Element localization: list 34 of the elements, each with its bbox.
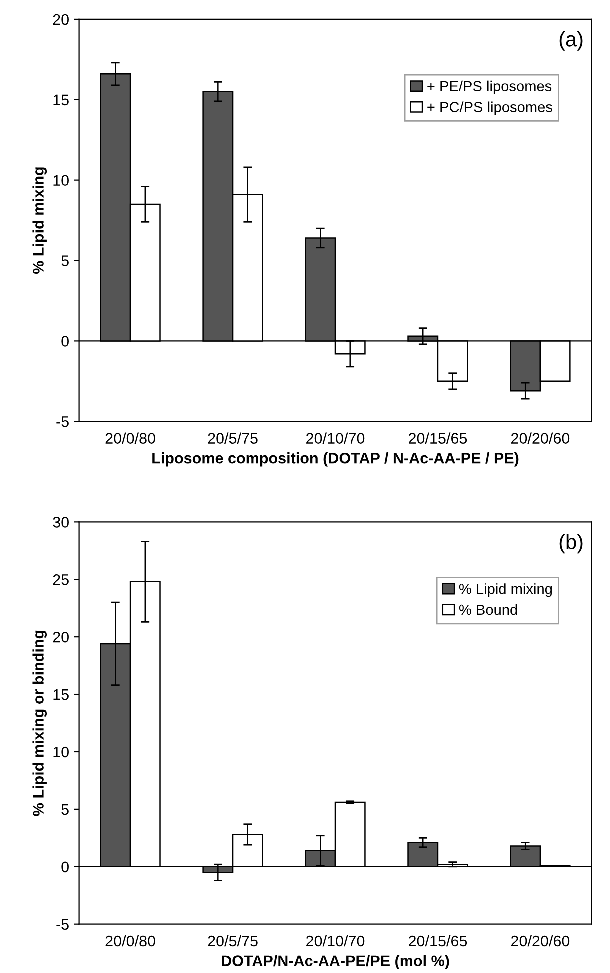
legend-label: % Bound	[459, 604, 518, 616]
y-tick-label: 10	[54, 746, 69, 758]
x-tick-label: 20/5/75	[208, 432, 258, 444]
x-axis-title: Liposome composition (DOTAP / N-Ac-AA-PE / PE)	[152, 452, 519, 467]
x-tick-label: 20/15/65	[409, 432, 468, 444]
annotation: (a)	[560, 32, 583, 51]
x-axis-title: DOTAP/N-Ac-AA-PE/PE (mol %)	[222, 955, 450, 970]
y-tick-label: 30	[53, 517, 69, 528]
legend-label: + PC/PS liposomes	[428, 102, 552, 116]
annotation: (b)	[560, 534, 583, 554]
y-tick-label: 15	[54, 690, 69, 700]
y-tick-label: 15	[54, 94, 69, 106]
x-tick-label: 20/10/70	[306, 935, 365, 947]
y-axis-title: % Lipid mixing or binding	[32, 630, 48, 816]
x-tick-label: 20/20/60	[511, 432, 570, 444]
y-tick-label: 20	[53, 632, 69, 643]
y-tick-label: 0	[62, 336, 69, 347]
y-tick-label: 10	[54, 175, 69, 186]
y-tick-label: 25	[53, 574, 69, 586]
x-tick-label: 20/20/60	[511, 935, 570, 947]
x-tick-label: 20/0/80	[106, 432, 156, 444]
y-axis-title: % Lipid mixing	[32, 168, 48, 274]
legend-label: % Lipid mixing	[459, 584, 552, 598]
y-tick-label: -5	[56, 416, 69, 428]
y-tick-label: 5	[62, 256, 69, 266]
y-tick-label: 20	[53, 14, 69, 26]
x-tick-label: 20/15/65	[409, 935, 468, 947]
x-tick-label: 20/5/75	[208, 935, 258, 947]
x-tick-label: 20/0/80	[106, 935, 156, 947]
y-tick-label: -5	[56, 919, 69, 930]
x-tick-label: 20/10/70	[306, 432, 365, 444]
legend-label: + PE/PS liposomes	[428, 80, 552, 94]
y-tick-label: 0	[62, 862, 69, 873]
y-tick-label: 5	[62, 804, 69, 816]
